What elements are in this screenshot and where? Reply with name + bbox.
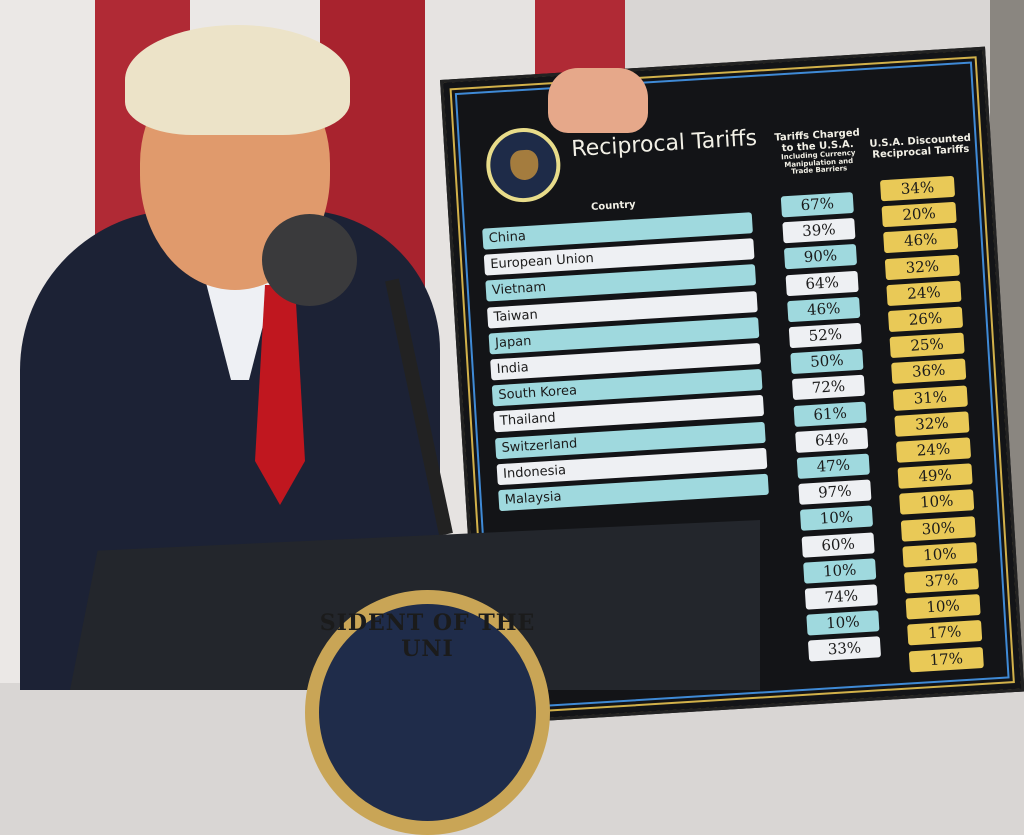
tariff-charged-cell: 64% [795,427,869,453]
tariff-charged-cell: 90% [783,244,858,270]
discounted-tariff-cell: 32% [894,411,970,437]
tariff-charged-cell: 52% [788,322,862,349]
discounted-tariff-cell: 30% [900,515,976,542]
podium-presidential-seal: SIDENT OF THE UNI [305,590,550,835]
tariff-charged-cell: 10% [799,505,874,532]
tariff-charged-cell: 72% [791,375,866,401]
discounted-tariff-cell: 31% [892,385,968,411]
tariff-charged-cell: 67% [780,192,854,218]
tariff-charged-cell: 10% [806,610,880,636]
speaker-hair [125,25,350,135]
discounted-tariff-cell: 17% [908,646,984,673]
tariff-charged-cell: 61% [793,401,867,427]
seal-text: SIDENT OF THE UNI [319,610,536,662]
tariffs-charged-subtitle: Including Currency Manipulation and Trad… [780,148,856,177]
speaker-tie [255,285,305,505]
tariff-charged-cell: 47% [796,453,870,479]
discounted-tariff-cell: 24% [895,437,972,463]
presidential-seal-icon [484,125,563,205]
tariff-charged-cell: 60% [801,531,875,558]
tariff-charged-cell: 46% [787,296,861,322]
discounted-tariff-cell: 46% [883,228,959,254]
tariff-charged-cell: 39% [782,218,856,244]
discounted-tariff-cell: 24% [886,280,962,306]
discounted-tariff-cell: 20% [881,201,957,228]
discounted-tariff-cell: 34% [879,175,956,202]
speaker-hand [548,68,648,133]
tariff-charged-cell: 64% [785,270,859,296]
discounted-tariff-cell: 37% [903,568,980,594]
microphone-icon [262,214,357,306]
tariff-charged-cell: 74% [804,584,878,610]
discounted-tariff-cell: 26% [887,306,964,333]
tariff-charged-cell: 33% [807,636,882,662]
tariff-charged-cell: 97% [798,479,872,506]
discounted-tariff-cell: 32% [884,254,960,280]
discounted-tariff-cell: 10% [899,489,975,516]
tariff-charged-cell: 10% [803,558,877,584]
tariff-charged-cell: 50% [790,348,864,375]
discounted-tariff-cell: 10% [902,541,978,568]
discounted-header: U.S.A. Discounted Reciprocal Tariffs [869,132,972,161]
tariffs-charged-header: Tariffs Charged to the U.S.A. Including … [772,127,865,177]
discounted-tariff-cell: 10% [905,594,981,620]
discounted-tariff-cell: 17% [907,620,983,646]
discounted-tariff-cell: 25% [889,332,965,359]
discounted-tariff-cell: 49% [897,463,973,489]
discounted-tariff-cell: 36% [891,358,967,385]
country-header: Country [590,199,637,214]
